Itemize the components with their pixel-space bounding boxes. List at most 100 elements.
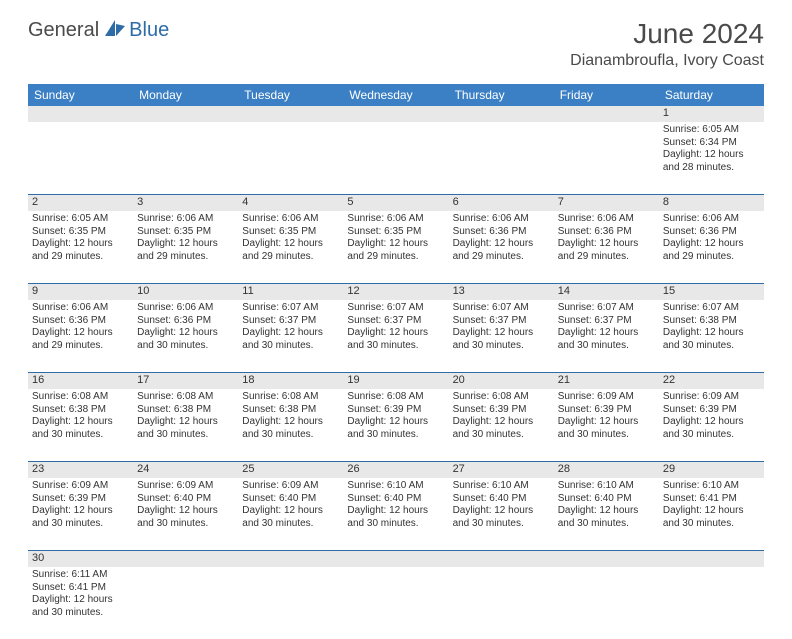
cell-detail: and 29 minutes. [663, 251, 760, 264]
sail-icon [103, 18, 127, 43]
day-number: 10 [133, 284, 238, 300]
day-number: 27 [449, 462, 554, 478]
day-number: 16 [28, 373, 133, 389]
calendar-cell [238, 567, 343, 639]
calendar-cell [343, 567, 448, 639]
day-number: 11 [238, 284, 343, 300]
day-number [133, 106, 238, 122]
cell-detail: Daylight: 12 hours [137, 327, 234, 340]
cell-detail: Daylight: 12 hours [558, 416, 655, 429]
cell-detail: and 30 minutes. [32, 518, 129, 531]
cell-detail: Sunrise: 6:06 AM [137, 302, 234, 315]
title-block: June 2024 Dianambroufla, Ivory Coast [570, 18, 764, 70]
calendar-cell: Sunrise: 6:05 AMSunset: 6:35 PMDaylight:… [28, 211, 133, 283]
location-label: Dianambroufla, Ivory Coast [570, 52, 764, 70]
cell-detail: Sunset: 6:41 PM [32, 582, 129, 595]
weekday-header: SundayMondayTuesdayWednesdayThursdayFrid… [28, 84, 764, 106]
cell-detail: Sunrise: 6:08 AM [32, 391, 129, 404]
day-number [554, 551, 659, 567]
day-number: 7 [554, 195, 659, 211]
day-number: 9 [28, 284, 133, 300]
cell-detail: Sunrise: 6:06 AM [32, 302, 129, 315]
cell-detail: Sunset: 6:37 PM [242, 315, 339, 328]
cell-detail: and 30 minutes. [137, 518, 234, 531]
day-number: 26 [343, 462, 448, 478]
cell-detail: Sunset: 6:39 PM [558, 404, 655, 417]
daynum-row: 23242526272829 [28, 462, 764, 478]
cell-detail: Sunrise: 6:06 AM [558, 213, 655, 226]
cell-detail: Daylight: 12 hours [137, 416, 234, 429]
cell-detail: Daylight: 12 hours [453, 238, 550, 251]
calendar-cell: Sunrise: 6:10 AMSunset: 6:41 PMDaylight:… [659, 478, 764, 550]
cell-detail: and 30 minutes. [347, 518, 444, 531]
header: General Blue June 2024 Dianambroufla, Iv… [0, 0, 792, 78]
cell-detail: Sunset: 6:36 PM [453, 226, 550, 239]
cell-detail: and 30 minutes. [32, 429, 129, 442]
calendar: SundayMondayTuesdayWednesdayThursdayFrid… [28, 84, 764, 639]
cell-detail: Sunset: 6:36 PM [663, 226, 760, 239]
cell-detail: Sunset: 6:39 PM [453, 404, 550, 417]
day-number: 12 [343, 284, 448, 300]
day-number: 25 [238, 462, 343, 478]
cell-detail: Daylight: 12 hours [558, 505, 655, 518]
day-number: 28 [554, 462, 659, 478]
calendar-week: Sunrise: 6:08 AM Sunset: 6:38 PM Daylight:… [28, 389, 764, 462]
cell-detail: and 30 minutes. [558, 429, 655, 442]
day-number [449, 106, 554, 122]
cell-detail: Sunset: 6:37 PM [347, 315, 444, 328]
cell-detail: Sunrise: 6:09 AM [558, 391, 655, 404]
cell-detail: Daylight: 12 hours [32, 594, 129, 607]
calendar-cell [659, 567, 764, 639]
calendar-cell: Sunrise: 6:10 AMSunset: 6:40 PMDaylight:… [449, 478, 554, 550]
cell-detail: Sunrise: 6:06 AM [137, 213, 234, 226]
cell-detail: and 30 minutes. [242, 429, 339, 442]
cell-detail: and 30 minutes. [663, 518, 760, 531]
day-number: 15 [659, 284, 764, 300]
daynum-row: 1 [28, 106, 764, 122]
cell-detail: and 30 minutes. [137, 429, 234, 442]
day-number: 8 [659, 195, 764, 211]
cell-detail: Sunrise: 6:10 AM [347, 480, 444, 493]
cell-detail: Daylight: 12 hours [242, 505, 339, 518]
cell-detail: Daylight: 12 hours [453, 505, 550, 518]
cell-detail: Sunset: 6:35 PM [347, 226, 444, 239]
cell-detail: and 29 minutes. [558, 251, 655, 264]
calendar-cell: Sunrise: 6:07 AMSunset: 6:37 PMDaylight:… [449, 300, 554, 372]
cell-detail: Daylight: 12 hours [663, 505, 760, 518]
weekday-label: Friday [554, 84, 659, 106]
cell-detail: Sunset: 6:35 PM [32, 226, 129, 239]
cell-detail: Sunset: 6:40 PM [347, 493, 444, 506]
weekday-label: Sunday [28, 84, 133, 106]
weekday-label: Saturday [659, 84, 764, 106]
daynum-row: 16171819202122 [28, 373, 764, 389]
cell-detail: Sunrise: 6:08 AM [347, 391, 444, 404]
calendar-cell [133, 122, 238, 194]
cell-detail: and 29 minutes. [453, 251, 550, 264]
cell-detail: Sunset: 6:40 PM [453, 493, 550, 506]
cell-detail: Sunset: 6:38 PM [663, 315, 760, 328]
cell-detail: Sunrise: 6:06 AM [453, 213, 550, 226]
cell-detail: Sunset: 6:40 PM [242, 493, 339, 506]
calendar-cell [343, 122, 448, 194]
cell-detail: Sunset: 6:38 PM [242, 404, 339, 417]
cell-detail: Sunset: 6:35 PM [137, 226, 234, 239]
day-number: 1 [659, 106, 764, 122]
cell-detail: and 29 minutes. [32, 251, 129, 264]
daynum-row: 30 [28, 551, 764, 567]
cell-detail: Sunrise: 6:07 AM [663, 302, 760, 315]
day-number [554, 106, 659, 122]
cell-detail: Daylight: 12 hours [32, 505, 129, 518]
cell-detail: Sunrise: 6:07 AM [347, 302, 444, 315]
weekday-label: Thursday [449, 84, 554, 106]
cell-detail: and 29 minutes. [347, 251, 444, 264]
day-number [238, 106, 343, 122]
calendar-cell: Sunrise: 6:06 AMSunset: 6:35 PMDaylight:… [133, 211, 238, 283]
calendar-cell: Sunrise: 6:06 AMSunset: 6:36 PMDaylight:… [449, 211, 554, 283]
calendar-cell [449, 122, 554, 194]
calendar-cell: Sunrise: 6:09 AMSunset: 6:39 PMDaylight:… [554, 389, 659, 461]
calendar-cell [554, 567, 659, 639]
cell-detail: Daylight: 12 hours [137, 505, 234, 518]
cell-detail: Sunset: 6:41 PM [663, 493, 760, 506]
cell-detail: Sunset: 6:36 PM [558, 226, 655, 239]
cell-detail: Sunrise: 6:10 AM [558, 480, 655, 493]
